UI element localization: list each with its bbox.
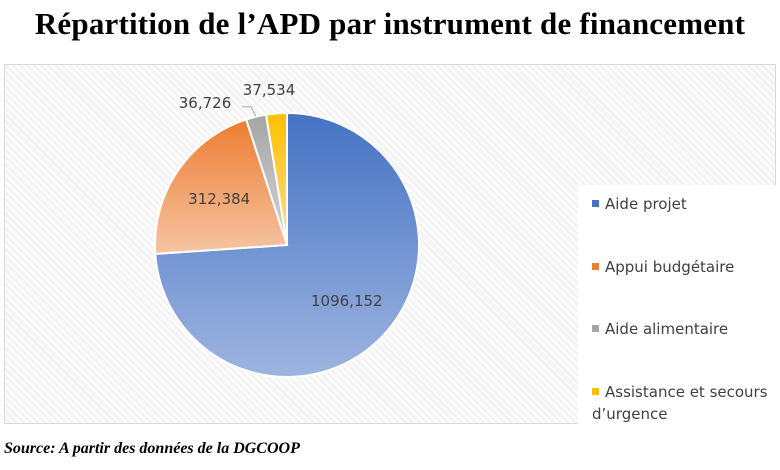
legend-swatch — [592, 325, 599, 332]
leader-line — [242, 106, 257, 117]
legend-item-assistance-secours: Assistance et secours d’urgence — [592, 381, 772, 425]
source-note: Source: A partir des données de la DGCOO… — [4, 440, 300, 457]
data-label: 36,726 — [179, 94, 232, 112]
legend-item-aide-projet: Aide projet — [592, 193, 772, 215]
legend-swatch — [592, 200, 599, 207]
chart-title: Répartition de l’APD par instrument de f… — [34, 6, 746, 41]
chart-area: 1096,152 312,384 36,726 37,534 Aide projet … — [4, 64, 776, 441]
pie-slice-appui-budg-taire — [153, 118, 289, 255]
legend-label: Aide projet — [605, 195, 687, 213]
legend-swatch — [592, 388, 599, 395]
data-label: 1096,152 — [311, 292, 383, 310]
legend-item-appui-budgetaire: Appui budgétaire — [592, 256, 772, 278]
legend-label: Assistance et secours d’urgence — [592, 383, 768, 423]
legend: Aide projet Appui budgétaire Aide alimen… — [578, 185, 776, 441]
legend-item-aide-alimentaire: Aide alimentaire — [592, 318, 772, 340]
pie-chart: 1096,152 312,384 36,726 37,534 — [153, 81, 420, 378]
legend-swatch — [592, 263, 599, 270]
pie-slice-assistance-et-secours-d-urgence — [264, 111, 288, 246]
legend-label: Aide alimentaire — [605, 320, 729, 338]
data-label: 37,534 — [243, 81, 296, 99]
legend-label: Appui budgétaire — [605, 258, 735, 276]
data-label: 312,384 — [188, 190, 250, 208]
